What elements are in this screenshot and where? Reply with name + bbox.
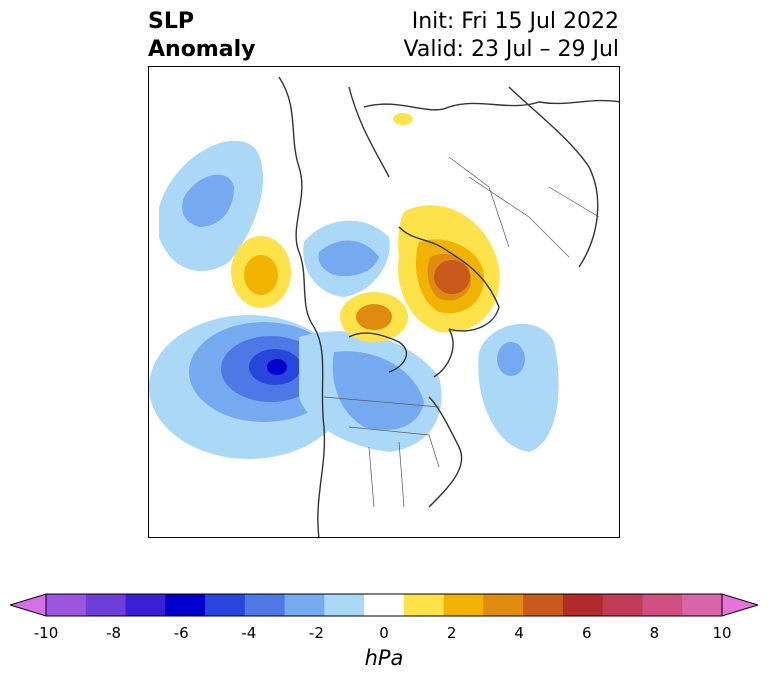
valid-range: Valid: 23 Jul – 29 Jul (403, 37, 619, 62)
colorbar-segment (483, 594, 524, 616)
colorbar-segment (364, 594, 405, 616)
colorbar-tick-label: 2 (446, 624, 457, 642)
anomaly-low-west (159, 140, 264, 272)
colorbar-tick-label: 4 (514, 624, 524, 642)
colorbar-segment (284, 594, 325, 616)
anomaly-low-canada (299, 331, 442, 452)
anomaly-high-eurasia (393, 113, 500, 333)
colorbar-units: hPa (364, 646, 404, 670)
init-date: Init: Fri 15 Jul 2022 (411, 9, 619, 34)
colorbar-segment (125, 594, 166, 616)
colorbar (10, 593, 758, 617)
colorbar-segment (443, 594, 484, 616)
colorbar-tick-label: 10 (712, 624, 732, 642)
colorbar-segment (46, 594, 87, 616)
date-info: Init: Fri 15 Jul 2022 Valid: 23 Jul – 29… (404, 8, 619, 64)
title-line-2: Anomaly (148, 37, 256, 62)
colorbar-segment (523, 594, 564, 616)
colorbar-tick-label: 6 (582, 624, 592, 642)
colorbar-segment (682, 594, 723, 616)
colorbar-segment (244, 594, 286, 616)
colorbar-tick-label: -2 (308, 624, 324, 642)
colorbar-segment (85, 594, 127, 616)
map-title: SLP Anomaly (148, 8, 255, 64)
slp-anomaly-map (149, 76, 619, 537)
colorbar-arrow-right (721, 593, 758, 617)
colorbar-segment (562, 594, 604, 616)
colorbar-tick-label: -6 (173, 624, 189, 642)
anomaly-low-atlantic (478, 323, 559, 452)
colorbar-segment (324, 594, 365, 616)
colorbar-segment (642, 594, 683, 616)
colorbar-tick-label: 8 (649, 624, 660, 642)
colorbar-segment (205, 594, 246, 616)
colorbar-segment (602, 594, 643, 616)
colorbar-arrow-left (10, 593, 47, 617)
anomaly-low-arctic (303, 220, 390, 297)
map-panel (148, 66, 620, 538)
country-borders (323, 156, 600, 508)
colorbar-tick-label: -4 (241, 624, 257, 642)
colorbar-tick-label: -8 (106, 624, 122, 642)
coastlines-icon (278, 76, 619, 537)
colorbar-segment (165, 594, 206, 616)
colorbar-tick-label: -10 (33, 624, 59, 642)
anomaly-high-alaska (231, 236, 291, 308)
colorbar-tick-label: 0 (379, 624, 389, 642)
title-line-1: SLP (148, 9, 194, 34)
colorbar-segment (403, 594, 445, 616)
anomaly-high-arctic (340, 292, 408, 342)
